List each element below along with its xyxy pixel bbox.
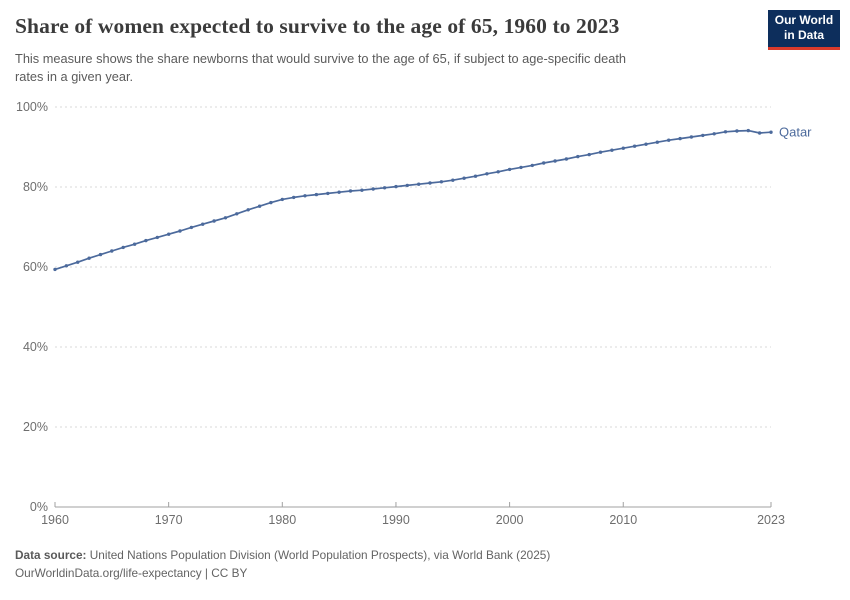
data-point[interactable] [519,165,523,170]
data-line-qatar[interactable] [54,129,772,271]
y-tick-label: 20% [23,420,48,434]
x-tick-label: 2000 [496,513,524,527]
data-point[interactable] [257,204,262,208]
chart-title: Share of women expected to survive to th… [15,14,620,38]
y-tick-label: 80% [23,180,48,194]
data-point[interactable] [542,161,546,165]
data-point[interactable] [644,142,648,146]
data-point[interactable] [98,252,103,257]
data-point[interactable] [655,140,659,144]
chart-subtitle: This measure shows the share newborns th… [15,50,775,86]
data-point[interactable] [371,187,375,191]
chart-subtitle-line2: rates in a given year. [15,69,134,85]
data-point[interactable] [428,181,432,185]
data-point[interactable] [280,197,284,202]
data-point[interactable] [678,136,682,141]
data-point[interactable] [314,192,319,197]
data-point[interactable] [621,146,625,150]
data-source-line: Data source: United Nations Population D… [15,546,550,564]
x-tick-label: 1990 [382,513,410,527]
data-point[interactable] [632,144,637,148]
data-source-text: United Nations Population Division (Worl… [86,548,551,562]
x-tick-label: 2023 [757,513,785,527]
data-point[interactable] [746,128,750,133]
data-point[interactable] [212,219,216,223]
data-point[interactable] [576,154,580,159]
data-point[interactable] [201,222,205,226]
data-point[interactable] [269,200,273,205]
data-point[interactable] [769,130,773,134]
data-point[interactable] [598,150,603,154]
chart-subtitle-line1: This measure shows the share newborns th… [15,51,627,66]
data-point[interactable] [485,172,489,176]
data-point[interactable] [587,152,591,157]
data-point[interactable] [189,225,194,230]
data-point[interactable] [417,182,421,186]
data-point[interactable] [439,180,444,184]
data-point[interactable] [394,184,398,189]
data-point[interactable] [701,133,705,138]
data-point[interactable] [382,186,387,190]
chart-footer: Data source: United Nations Population D… [15,546,550,582]
data-point[interactable] [178,229,182,233]
y-tick-label: 100% [16,100,48,114]
data-point[interactable] [110,249,114,253]
data-point[interactable] [689,135,694,139]
data-source-label: Data source: [15,548,87,562]
data-point[interactable] [64,264,69,268]
data-point[interactable] [451,178,455,182]
data-point[interactable] [144,238,148,243]
data-point[interactable] [735,129,739,133]
data-point[interactable] [757,131,762,135]
owid-logo-line1: Our World [774,13,834,27]
data-point[interactable] [564,157,569,161]
data-point[interactable] [76,260,80,264]
data-point[interactable] [337,190,341,194]
data-point[interactable] [303,194,307,198]
data-point[interactable] [348,189,353,193]
data-point[interactable] [132,242,137,246]
x-tick-label: 1980 [268,513,296,527]
y-tick-label: 40% [23,340,48,354]
x-tick-label: 1960 [41,513,69,527]
owid-logo[interactable]: Our World in Data [768,10,840,50]
data-point[interactable] [235,212,239,216]
data-point[interactable] [530,163,534,168]
x-tick-label: 2010 [609,513,637,527]
data-point[interactable] [507,167,512,172]
data-point[interactable] [223,216,228,220]
data-point[interactable] [473,174,478,178]
license-line: OurWorldinData.org/life-expectancy | CC … [15,566,248,580]
data-point[interactable] [155,235,159,240]
data-point[interactable] [53,267,57,272]
data-point[interactable] [167,232,171,236]
x-tick-label: 1970 [155,513,183,527]
entity-label-qatar[interactable]: Qatar [779,125,812,140]
data-point[interactable] [553,159,557,163]
data-point[interactable] [360,188,364,192]
data-point[interactable] [496,170,500,174]
data-point[interactable] [246,208,250,212]
data-point[interactable] [405,183,409,188]
data-point[interactable] [87,256,91,260]
data-point[interactable] [462,176,466,180]
data-point[interactable] [610,148,614,152]
data-point[interactable] [667,138,671,142]
data-point[interactable] [121,245,125,250]
data-point[interactable] [723,130,728,134]
y-tick-label: 0% [30,500,48,514]
data-point[interactable] [326,191,330,196]
owid-logo-line2: in Data [783,28,824,42]
data-point[interactable] [712,132,716,136]
data-point[interactable] [292,195,296,200]
y-tick-label: 60% [23,260,48,274]
